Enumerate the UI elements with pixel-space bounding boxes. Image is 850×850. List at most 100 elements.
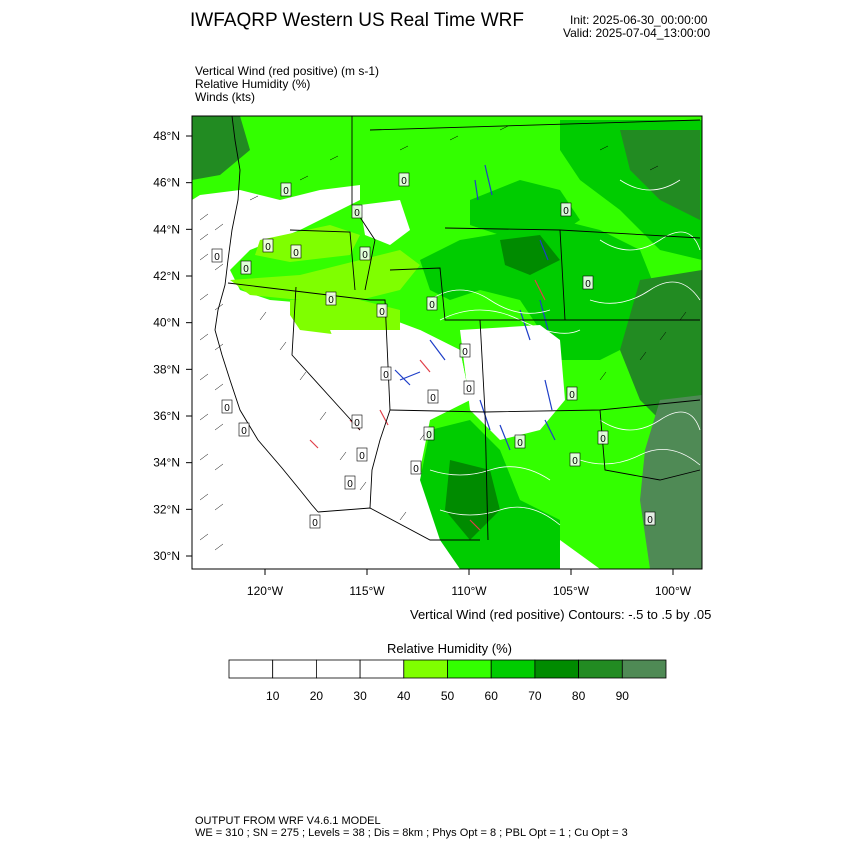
- zero-contour-label: 0: [240, 260, 252, 275]
- colorbar-label: 30: [353, 689, 367, 703]
- model-config: WE = 310 ; SN = 275 ; Levels = 38 ; Dis …: [195, 827, 628, 839]
- model-info: OUTPUT FROM WRF V4.6.1 MODEL: [195, 815, 381, 827]
- svg-text:0: 0: [347, 479, 353, 490]
- svg-text:0: 0: [283, 186, 289, 197]
- lat-tick-label: 34°N: [153, 456, 180, 470]
- svg-text:0: 0: [354, 208, 360, 219]
- zero-contour-label: 0: [597, 430, 609, 445]
- colorbar-label: 70: [528, 689, 542, 703]
- lat-tick-label: 32°N: [153, 502, 180, 516]
- svg-text:0: 0: [401, 176, 407, 187]
- zero-contour-label: 0: [221, 399, 233, 414]
- zero-contour-label: 0: [290, 244, 302, 259]
- zero-contour-label: 0: [351, 204, 363, 219]
- colorbar-swatch: [359, 659, 405, 679]
- svg-text:0: 0: [585, 279, 591, 290]
- svg-text:0: 0: [383, 370, 389, 381]
- zero-contour-label: 0: [514, 434, 526, 449]
- zero-contour-labels: 0 0 0 0 0 0 0 0 0 0 0 0 0 0 0 0 0 0 0 0 0 0 0 0 0 0 0 0 0 0: [211, 172, 656, 529]
- svg-text:0: 0: [214, 252, 220, 263]
- lon-tick-label: 105°W: [553, 584, 590, 598]
- zero-contour-label: 0: [351, 414, 363, 429]
- svg-text:0: 0: [293, 248, 299, 259]
- svg-text:0: 0: [466, 384, 472, 395]
- field-label-winds: Winds (kts): [195, 90, 255, 104]
- lat-tick-label: 30°N: [153, 549, 180, 563]
- zero-contour-label: 0: [262, 238, 274, 253]
- colorbar-swatch: [272, 659, 317, 679]
- svg-text:0: 0: [265, 242, 271, 253]
- colorbar-swatch: [534, 659, 580, 679]
- zero-contour-label: 0: [569, 452, 581, 467]
- zero-contour-label: 0: [427, 389, 439, 404]
- colorbar-label: 40: [397, 689, 411, 703]
- lon-tick-label: 115°W: [349, 584, 385, 598]
- zero-contour-label: 0: [459, 343, 471, 358]
- colorbar-swatch: [447, 659, 492, 679]
- longitude-axis: 120°W 115°W 110°W 105°W 100°W: [247, 569, 692, 598]
- svg-text:0: 0: [569, 390, 575, 401]
- lat-tick-label: 46°N: [153, 176, 180, 190]
- svg-text:0: 0: [600, 434, 606, 445]
- svg-text:0: 0: [413, 464, 419, 475]
- field-label-relative-humidity: Relative Humidity (%): [195, 77, 311, 91]
- colorbar-label: 20: [310, 689, 324, 703]
- svg-text:0: 0: [426, 430, 432, 441]
- zero-contour-label: 0: [309, 514, 321, 529]
- colorbar-label: 60: [485, 689, 499, 703]
- zero-contour-label: 0: [376, 303, 388, 318]
- zero-contour-label: 0: [463, 380, 475, 395]
- colorbar-label: 50: [441, 689, 455, 703]
- zero-contour-label: 0: [582, 275, 594, 290]
- init-time: Init: 2025-06-30_00:00:00: [570, 13, 708, 27]
- zero-contour-label: 0: [426, 296, 438, 311]
- zero-contour-label: 0: [380, 366, 392, 381]
- svg-text:0: 0: [362, 250, 368, 261]
- colorbar-swatch: [403, 659, 448, 679]
- svg-text:0: 0: [647, 515, 653, 526]
- zero-contour-label: 0: [359, 246, 371, 261]
- valid-time: Valid: 2025-07-04_13:00:00: [563, 26, 711, 40]
- colorbar-swatch: [578, 659, 623, 679]
- chart-title: IWFAQRP Western US Real Time WRF: [190, 10, 524, 31]
- svg-text:0: 0: [224, 403, 230, 414]
- lat-tick-label: 44°N: [153, 222, 180, 236]
- wind-barbs: [199, 125, 687, 551]
- lon-tick-label: 110°W: [451, 584, 487, 598]
- map-panel: [192, 116, 702, 569]
- zero-contour-label: 0: [566, 386, 578, 401]
- svg-text:0: 0: [572, 456, 578, 467]
- colorbar: 10 20 30 40 50 60 70 80 90: [228, 659, 667, 703]
- zero-contour-label: 0: [356, 447, 368, 462]
- lon-tick-label: 120°W: [247, 584, 284, 598]
- svg-text:0: 0: [430, 393, 436, 404]
- svg-text:0: 0: [243, 264, 249, 275]
- svg-text:0: 0: [359, 451, 365, 462]
- contour-note: Vertical Wind (red positive) Contours: -…: [410, 607, 712, 622]
- colorbar-swatch: [315, 659, 361, 679]
- colorbar-swatch: [490, 659, 536, 679]
- lat-tick-label: 42°N: [153, 269, 180, 283]
- lat-tick-label: 48°N: [153, 129, 180, 143]
- latitude-axis: 48°N 46°N 44°N 42°N 40°N 38°N 36°N 34°N 32°N 30°N: [153, 129, 192, 563]
- lon-tick-label: 100°W: [655, 584, 692, 598]
- lat-tick-label: 38°N: [153, 362, 180, 376]
- zero-contour-label: 0: [398, 172, 410, 187]
- zero-contour-label: 0: [423, 426, 435, 441]
- map-frame: [191, 115, 703, 570]
- colorbar-swatch: [228, 659, 274, 679]
- zero-contour-label: 0: [560, 202, 572, 217]
- colorbar-label: 80: [572, 689, 586, 703]
- zero-contour-label: 0: [238, 422, 250, 437]
- zero-contour-label: 0: [280, 182, 292, 197]
- vertical-wind-contours: [309, 164, 556, 531]
- colorbar-swatch: [621, 659, 667, 679]
- svg-text:0: 0: [429, 300, 435, 311]
- lat-tick-label: 40°N: [153, 316, 180, 330]
- zero-contour-label: 0: [325, 291, 337, 306]
- svg-text:0: 0: [328, 295, 334, 306]
- zero-contour-label: 0: [211, 248, 223, 263]
- field-label-vertical-wind: Vertical Wind (red positive) (m s-1): [195, 64, 380, 78]
- state-boundaries: [214, 116, 701, 541]
